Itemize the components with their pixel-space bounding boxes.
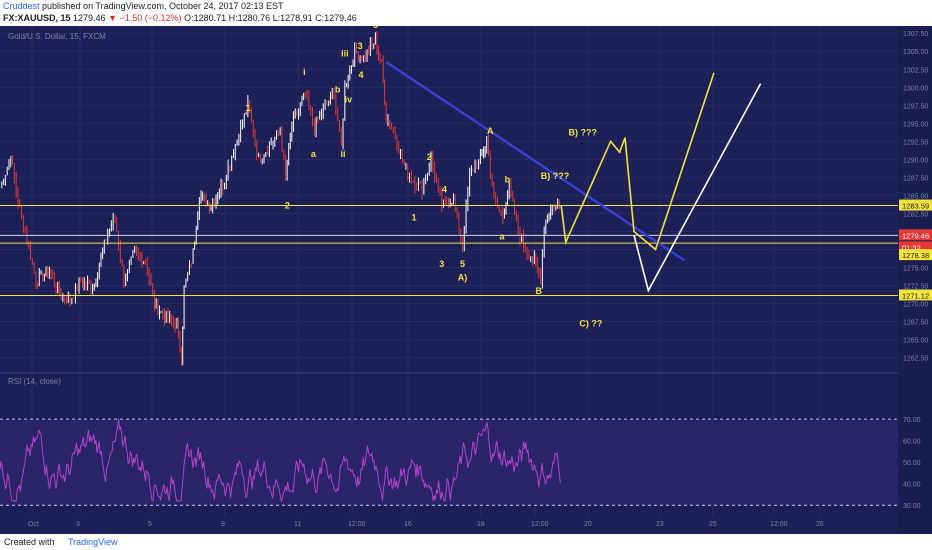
wave-label: b [335,84,341,94]
wave-label: b [505,174,511,184]
tradingview-logo[interactable]: TradingView [68,537,118,547]
created-with-text: Created with [4,537,55,547]
y-tick-label: 1305.00 [903,49,928,56]
price-change: ▼ −1.50 (−0.12%) [108,13,182,23]
rsi-tick-label: 70.00 [903,417,921,424]
y-tick-label: 1282.50 [903,211,928,218]
trend-line [385,61,685,262]
x-tick-label: 11 [294,521,301,528]
wave-label: a [311,149,317,159]
rsi-label: RSI (14, close) [8,377,61,386]
price-axis-badge-label: 01:32 [902,243,921,252]
x-tick-label: Oct [28,521,39,528]
y-tick-label: 1275.00 [903,265,928,272]
wave-label: 3 [358,41,363,51]
rsi-series: 70.00 60.00 50.00 40.00 30.00 [0,417,921,510]
y-tick-label: 1307.50 [903,31,928,38]
publish-text: published on TradingView.com, October 24… [39,1,284,11]
wave-label: 4 [442,185,447,195]
rsi-tick-label: 50.00 [903,460,921,467]
ohlc-values: O:1280.71 H:1280.76 L:1278.91 C:1279.46 [184,13,357,23]
price-axis-badge [899,289,932,301]
x-tick-label: 23 [656,521,664,528]
wave-label: B) ??? [569,128,598,138]
y-axis: 1307.50 1305.00 1302.50 1300.00 1297.50 1295.… [899,31,932,363]
price-axis-badge [899,249,932,261]
x-tick-label: 25 [709,521,717,528]
footer: Created with TradingView [0,534,932,550]
symbol-info: FX:XAUUSD, 15 1279.46 ▼ −1.50 (−0.12%) O… [3,13,357,23]
publish-info: Cruddest published on TradingView.com, O… [3,1,284,11]
wave-label: i [303,67,306,77]
x-tick-label: 26 [816,521,824,528]
price-chart[interactable]: Gold/U.S. Dollar, 15, FXCM 53iii4ibiv1ai… [0,26,932,534]
y-tick-label: 1297.50 [903,103,928,110]
price-axis-badge-label: 1271.12 [902,291,929,300]
y-tick-label: 1272.50 [903,284,928,291]
rsi-line [0,418,561,503]
wave-label: A [487,126,494,136]
x-tick-label: 12:00 [348,521,366,528]
y-tick-label: 1287.50 [903,175,928,182]
price-axis-badge [899,199,932,211]
price-axis-badge [899,241,932,253]
price-axis-badge-label: 1279.46 [902,231,929,240]
price-axis-badge [899,229,932,241]
rsi-tick-label: 40.00 [903,482,921,489]
last-price: 1279.46 [73,13,106,23]
wave-label: A) [458,272,468,282]
y-tick-label: 1302.50 [903,67,928,74]
y-tick-label: 1292.50 [903,139,928,146]
wave-label: ii [341,149,346,159]
y-tick-label: 1285.00 [903,193,928,200]
x-axis: Oct 3 5 9 11 12:00 16 18 12:00 20 23 25 12:00 26 [28,521,824,528]
author-link[interactable]: Cruddest [3,1,40,11]
wave-overlays [0,61,898,296]
y-tick-label: 1295.00 [903,121,928,128]
wave-label: 2 [427,152,432,162]
wave-labels: 53iii4ibiv1aii2A2b41a35A)BB) ???B) ???C)… [245,26,602,329]
wave-label: B [536,286,543,296]
wave-label: 4 [358,70,363,80]
wave-label: B) ??? [541,171,570,181]
y-tick-label: 1267.50 [903,320,928,327]
price-axis [898,26,932,534]
projection-yellow [560,72,715,251]
price-axis-badge-label: 1278.38 [902,251,929,260]
symbol-name: FX:XAUUSD, 15 [3,13,71,23]
x-tick-label: 12:00 [770,521,788,528]
wave-label: 5 [373,26,378,30]
x-tick-label: 20 [584,521,592,528]
chart-title: Gold/U.S. Dollar, 15, FXCM [8,32,106,41]
x-tick-label: 3 [76,521,80,528]
x-tick-label: 16 [404,521,412,528]
wave-label: C) ?? [579,319,602,329]
y-tick-label: 1300.00 [903,85,928,92]
price-axis-badge-label: 1283.59 [902,202,929,211]
y-tick-label: 1270.00 [903,302,928,309]
wave-label: 1 [245,103,250,113]
wave-label: 3 [439,259,444,269]
wave-label: a [499,231,505,241]
x-tick-label: 9 [221,521,225,528]
wave-label: 5 [460,259,465,269]
x-tick-label: 5 [148,521,152,528]
projection-white [633,83,762,293]
y-tick-label: 1265.00 [903,338,928,345]
x-tick-label: 12:00 [531,521,549,528]
x-tick-label: 18 [477,521,485,528]
publish-header: Cruddest published on TradingView.com, O… [0,0,932,26]
y-tick-label: 1262.50 [903,356,928,363]
y-tick-label: 1290.00 [903,157,928,164]
wave-label: iv [345,94,353,104]
wave-label: iii [341,48,349,58]
wave-label: 1 [411,213,416,223]
rsi-tick-label: 30.00 [903,503,921,510]
wave-label: 2 [285,200,290,210]
rsi-tick-label: 60.00 [903,439,921,446]
